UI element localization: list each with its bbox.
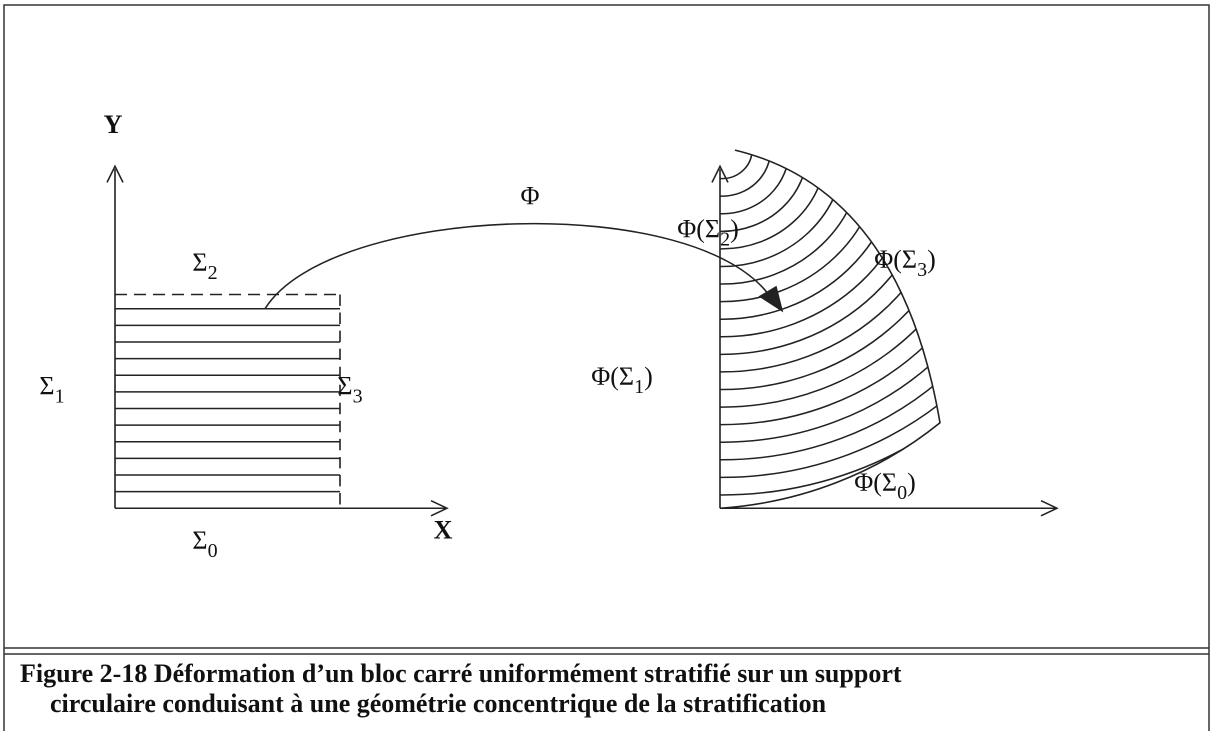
label-sub: 1 xyxy=(55,385,65,407)
concentric-arc xyxy=(720,150,940,373)
concentric-arc xyxy=(720,150,938,356)
label: Σ2 xyxy=(192,248,217,284)
caption-line: circulaire conduisant à une géométrie co… xyxy=(50,689,827,718)
concentric-arc xyxy=(720,150,753,180)
concentric-arc xyxy=(720,150,901,320)
label-base: Σ xyxy=(337,371,352,400)
label: X xyxy=(434,516,453,545)
label-base: Φ(Σ xyxy=(854,468,897,497)
concentric-arc xyxy=(720,150,940,391)
concentric-arc xyxy=(720,150,920,338)
label-base: X xyxy=(434,516,453,545)
concentric-arc xyxy=(720,150,809,233)
concentric-arc xyxy=(720,150,940,461)
concentric-arc xyxy=(720,150,940,496)
concentric-arc xyxy=(720,150,883,303)
concentric-arc xyxy=(720,150,940,426)
label-base: Φ(Σ xyxy=(874,245,917,274)
label: Φ(Σ0) xyxy=(854,468,915,504)
label: Σ0 xyxy=(192,526,217,562)
concentric-arc xyxy=(720,150,790,215)
concentric-arc xyxy=(720,150,827,250)
mapping-arrow xyxy=(264,222,773,310)
label-sub: 2 xyxy=(208,262,218,284)
concentric-arc xyxy=(720,150,846,268)
arrowhead xyxy=(1040,499,1059,517)
label-sub: 0 xyxy=(208,540,218,562)
label-base: Y xyxy=(104,110,123,139)
label-sub: 3 xyxy=(353,385,363,407)
concentric-strata xyxy=(720,150,940,496)
concentric-arc xyxy=(720,150,772,197)
diagram xyxy=(106,149,1059,517)
arrowhead xyxy=(106,164,124,183)
label-suffix: ) xyxy=(644,362,653,391)
label-base: Σ xyxy=(192,526,207,555)
label-suffix: ) xyxy=(927,245,936,274)
label: Φ xyxy=(520,181,539,210)
label: Σ3 xyxy=(337,371,362,407)
label-suffix: ) xyxy=(730,215,739,244)
label-base: Σ xyxy=(192,248,207,277)
label-base: Φ(Σ xyxy=(677,215,720,244)
label: Φ(Σ3) xyxy=(874,245,935,281)
label-sub: 1 xyxy=(634,376,644,398)
deformed-boundary xyxy=(719,149,941,510)
label: Φ(Σ2) xyxy=(677,215,738,251)
strata xyxy=(115,307,340,493)
arrowhead xyxy=(758,285,784,313)
label-base: Σ xyxy=(39,371,54,400)
label-sub: 3 xyxy=(917,259,927,281)
concentric-arc xyxy=(720,150,940,479)
caption-line: Figure 2-18 Déformation d’un bloc carré … xyxy=(20,659,902,688)
arrowhead xyxy=(430,499,449,517)
concentric-arc xyxy=(720,150,940,408)
arrowhead xyxy=(711,164,729,183)
label-base: Φ xyxy=(520,181,539,210)
label: Φ(Σ1) xyxy=(591,362,652,398)
frame xyxy=(3,4,1210,731)
label: Y xyxy=(104,110,123,139)
label: Σ1 xyxy=(39,371,64,407)
label-sub: 0 xyxy=(897,482,907,504)
concentric-arc xyxy=(720,150,940,443)
label-suffix: ) xyxy=(907,468,916,497)
label-base: Φ(Σ xyxy=(591,362,634,391)
concentric-arc xyxy=(720,150,864,285)
label-sub: 2 xyxy=(720,229,730,251)
